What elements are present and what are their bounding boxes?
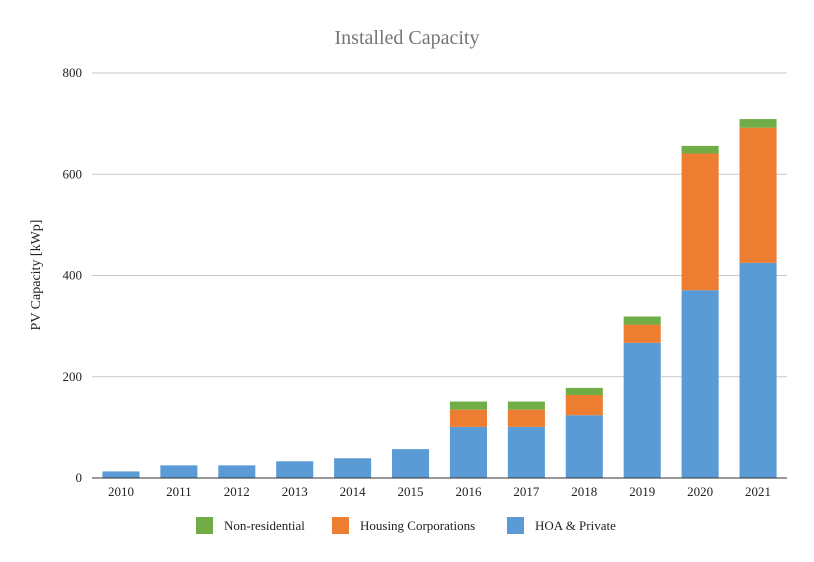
bar-segment <box>681 290 719 478</box>
bar-segment <box>449 409 487 427</box>
bar-segment <box>507 426 545 478</box>
bar-segment <box>102 471 140 478</box>
legend-label: HOA & Private <box>535 518 616 533</box>
y-axis-title: PV Capacity [kWp] <box>29 220 44 331</box>
bar-segment <box>218 465 256 478</box>
bar-segment <box>739 119 777 128</box>
x-tick-label: 2015 <box>398 484 424 499</box>
x-axis-ticks: 2010 2011 2012 2013 2014 2015 2016 2017 2018 2019… <box>108 484 771 499</box>
x-tick-label: 2020 <box>687 484 713 499</box>
x-tick-label: 2016 <box>455 484 482 499</box>
bar-segment <box>739 127 777 263</box>
x-tick-label: 2010 <box>108 484 134 499</box>
x-tick-label: 2018 <box>571 484 597 499</box>
bar-segment <box>681 145 719 154</box>
bar-segment <box>392 449 430 478</box>
legend-item: HOA & Private <box>507 517 616 534</box>
legend-swatch <box>507 517 524 534</box>
bar-segment <box>507 409 545 427</box>
bar-segment <box>623 324 661 343</box>
y-tick-label: 400 <box>63 268 83 283</box>
x-tick-label: 2011 <box>166 484 192 499</box>
legend-swatch <box>196 517 213 534</box>
x-tick-label: 2021 <box>745 484 771 499</box>
legend-label: Non-residential <box>224 518 305 533</box>
bar-segment <box>449 426 487 478</box>
y-axis-ticks: 0 200 400 600 800 <box>63 65 83 485</box>
bar-segment <box>160 465 198 478</box>
legend-item: Housing Corporations <box>332 517 475 534</box>
y-tick-label: 0 <box>76 470 83 485</box>
legend: Non-residential Housing Corporations HOA &… <box>196 517 616 534</box>
y-tick-label: 600 <box>63 166 83 181</box>
bar-segment <box>565 415 603 478</box>
x-tick-label: 2014 <box>340 484 367 499</box>
y-tick-label: 200 <box>63 369 83 384</box>
bar-segment <box>739 262 777 478</box>
x-tick-label: 2017 <box>513 484 540 499</box>
x-tick-label: 2013 <box>282 484 308 499</box>
bar-segment <box>507 401 545 410</box>
bar-segment <box>276 461 314 478</box>
gridlines <box>92 72 787 378</box>
bar-segment <box>623 342 661 478</box>
bar-segment <box>565 387 603 395</box>
legend-label: Housing Corporations <box>360 518 475 533</box>
bar-segment <box>681 153 719 291</box>
bar-segment <box>334 458 372 478</box>
legend-item: Non-residential <box>196 517 305 534</box>
y-tick-label: 800 <box>63 65 83 80</box>
bar-segment <box>565 394 603 416</box>
bars <box>102 119 777 478</box>
legend-swatch <box>332 517 349 534</box>
bar-segment <box>449 401 487 410</box>
x-tick-label: 2019 <box>629 484 655 499</box>
bar-segment <box>623 316 661 325</box>
chart-title: Installed Capacity <box>335 27 480 49</box>
x-tick-label: 2012 <box>224 484 250 499</box>
